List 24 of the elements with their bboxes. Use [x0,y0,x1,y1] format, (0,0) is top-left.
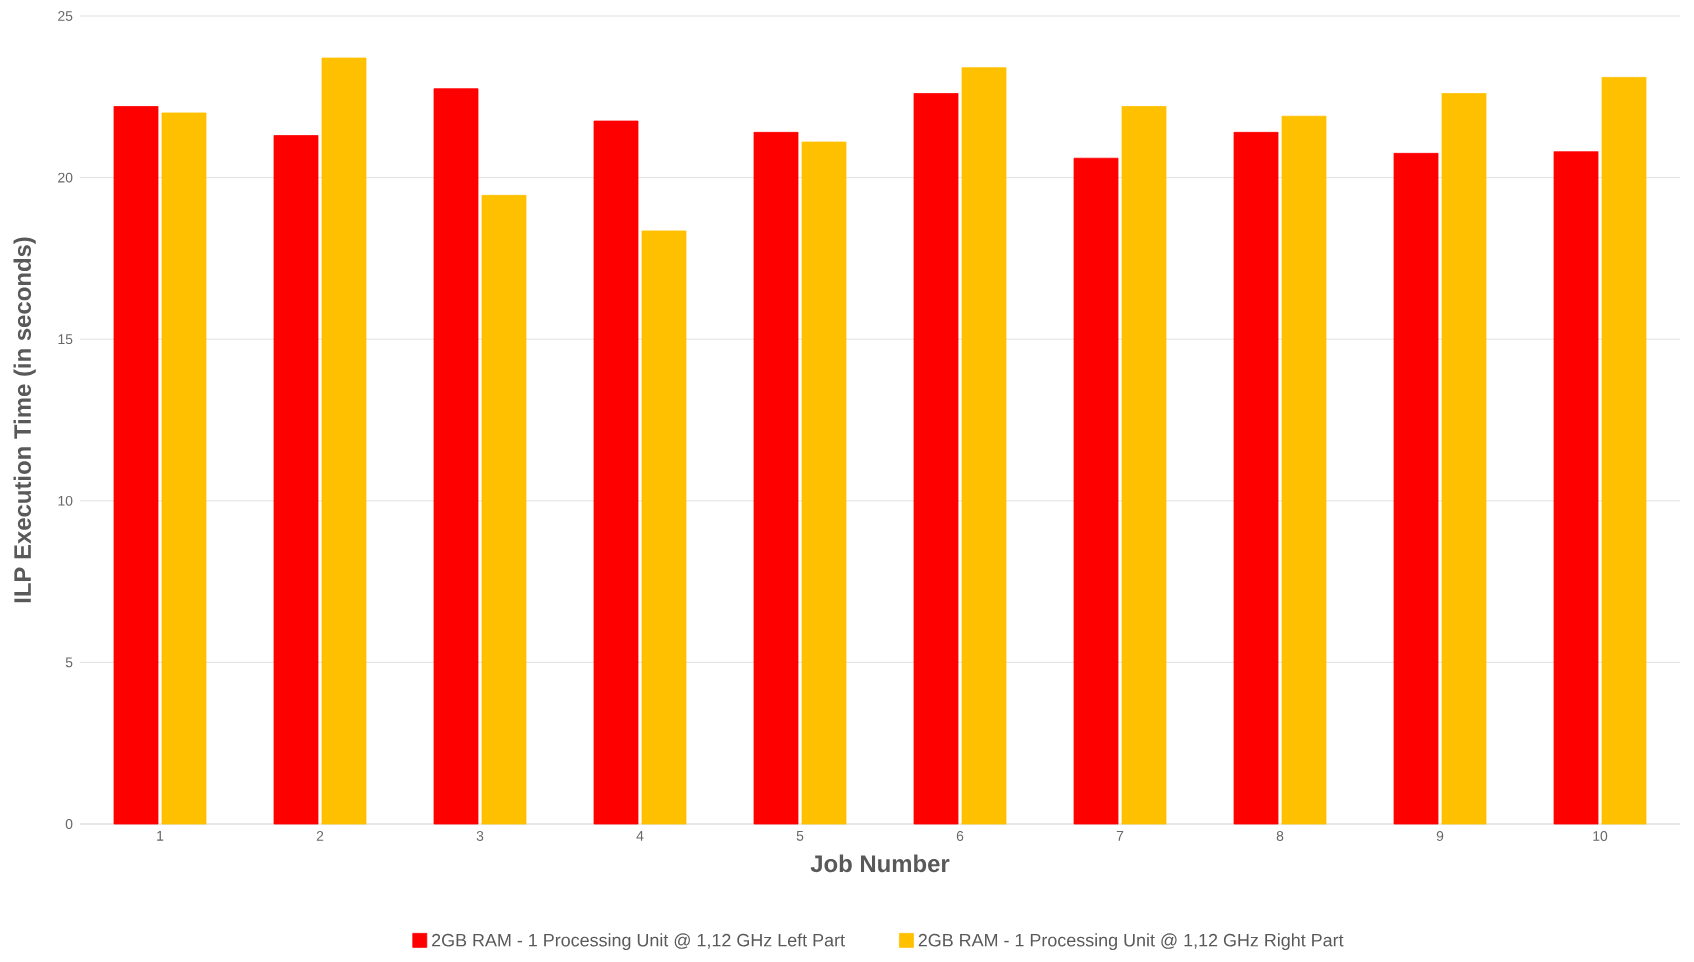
bar [161,112,207,825]
bar [1281,115,1327,825]
legend-label: 2GB RAM - 1 Processing Unit @ 1,12 GHz Right Part [918,933,1344,951]
bar [481,194,527,825]
bar [593,120,639,825]
bar [273,135,319,825]
bar [961,67,1007,825]
bar [1073,157,1119,825]
bar [1233,131,1279,825]
bar [753,131,799,825]
bar [1441,93,1487,825]
bar [913,93,959,825]
legend-label: 2GB RAM - 1 Processing Unit @ 1,12 GHz Left Part [432,933,845,951]
bar [801,141,847,825]
bar [1553,151,1599,825]
bar [1601,77,1647,825]
y-axis-title: ILP Execution Time (in seconds) [13,237,36,603]
bar [113,106,159,825]
bar [321,57,367,825]
bar [1393,152,1439,825]
bar [1121,106,1167,825]
bar [641,230,687,825]
x-axis-title: Job Number [810,854,950,873]
bar [433,88,479,825]
